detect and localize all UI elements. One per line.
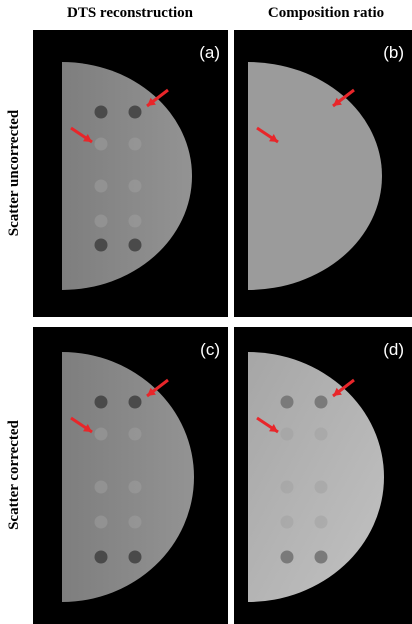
- row-header: Scatter corrected: [6, 419, 22, 529]
- insert-faint: [315, 516, 328, 529]
- insert-faint: [129, 138, 142, 151]
- figure: DTS reconstruction Composition ratio Sca…: [0, 0, 412, 624]
- image-panel: (d): [234, 327, 412, 624]
- insert-faint: [281, 481, 294, 494]
- insert-dark: [315, 551, 328, 564]
- insert-dark: [95, 106, 108, 119]
- insert-dark: [281, 396, 294, 409]
- image-panel: (b): [234, 30, 412, 317]
- panel-label: (b): [383, 43, 404, 62]
- insert-dark: [95, 396, 108, 409]
- panel-label: (a): [199, 43, 220, 62]
- panel-label: (d): [383, 340, 404, 359]
- insert-faint: [95, 138, 108, 151]
- insert-faint: [281, 516, 294, 529]
- insert-faint: [281, 428, 294, 441]
- insert-faint: [315, 428, 328, 441]
- insert-faint: [315, 481, 328, 494]
- insert-faint: [129, 180, 142, 193]
- insert-faint: [95, 180, 108, 193]
- column-header: DTS reconstruction: [67, 5, 194, 21]
- row-header: Scatter uncorrected: [6, 109, 22, 236]
- insert-dark: [281, 551, 294, 564]
- insert-faint: [129, 516, 142, 529]
- insert-dark: [95, 239, 108, 252]
- insert-dark: [315, 396, 328, 409]
- insert-faint: [95, 215, 108, 228]
- insert-faint: [95, 516, 108, 529]
- insert-faint: [95, 481, 108, 494]
- insert-dark: [129, 106, 142, 119]
- insert-dark: [129, 239, 142, 252]
- insert-faint: [129, 215, 142, 228]
- image-panel: (c): [33, 327, 228, 624]
- insert-faint: [129, 481, 142, 494]
- column-header: Composition ratio: [268, 5, 384, 21]
- insert-dark: [129, 396, 142, 409]
- insert-faint: [129, 428, 142, 441]
- insert-dark: [95, 551, 108, 564]
- panel-label: (c): [200, 340, 220, 359]
- insert-faint: [95, 428, 108, 441]
- insert-dark: [129, 551, 142, 564]
- image-panel: (a): [33, 30, 228, 317]
